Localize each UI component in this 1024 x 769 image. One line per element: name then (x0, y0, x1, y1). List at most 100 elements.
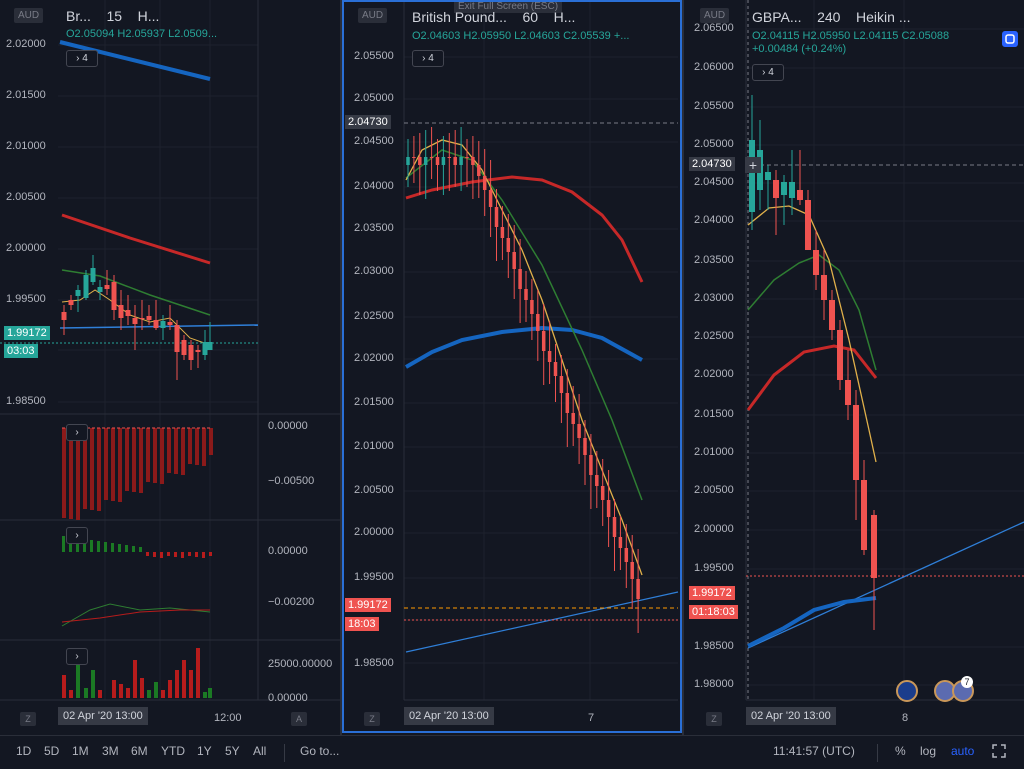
left-chart-canvas[interactable] (0, 0, 340, 735)
range-all[interactable]: All (253, 744, 267, 758)
range-1d[interactable]: 1D (16, 744, 32, 758)
price-axis-tick: 2.02500 (354, 310, 394, 322)
price-axis-tick: 1.98500 (6, 395, 46, 407)
panel-divider (340, 0, 342, 735)
osc2-bar (90, 540, 93, 552)
osc2-bar (202, 552, 205, 558)
oscillator1-toggle[interactable]: › (66, 424, 88, 441)
symbol-title[interactable]: GBPA... 240 Heikin ... (752, 9, 911, 25)
price-axis-tick: 2.06000 (694, 61, 734, 73)
volume-tick: 25000.00000 (268, 658, 333, 670)
candle-body (435, 157, 440, 165)
goto-button[interactable]: Go to... (300, 744, 340, 758)
price-axis-tick: 1.98500 (694, 640, 734, 652)
candle-body (821, 275, 827, 300)
osc2-bar (69, 537, 72, 552)
indicators-toggle[interactable]: › 4 (752, 64, 784, 81)
timezone-button[interactable]: Z (20, 712, 36, 726)
fullscreen-icon[interactable] (992, 744, 1006, 758)
volume-bar (69, 690, 73, 698)
range-1m[interactable]: 1M (72, 744, 89, 758)
chart-type-label[interactable]: H... (137, 8, 160, 24)
candle-body (789, 182, 795, 198)
auto-scale-button[interactable]: A (291, 712, 307, 726)
ohlc-values: O2.04603 H2.05950 L2.04603 C2.05539 +... (412, 30, 630, 42)
candle-body (749, 140, 755, 212)
osc2-bar (153, 552, 156, 557)
interval-label[interactable]: 240 (817, 9, 841, 25)
flag-au-icon[interactable] (896, 680, 918, 702)
currency-badge: AUD (14, 8, 44, 23)
candle-body (132, 318, 138, 324)
candle-body (506, 238, 511, 252)
ma-line-red (746, 344, 878, 411)
price-axis-tick: 2.04500 (694, 176, 734, 188)
interval-label[interactable]: 15 (106, 8, 123, 24)
right-chart-panel[interactable]: AUD GBPA... 240 Heikin ... O2.04115 H2.0… (684, 0, 1024, 735)
candle-body (459, 157, 463, 165)
right-chart-canvas[interactable] (684, 0, 1024, 735)
candle-body (412, 157, 416, 158)
candle-body (853, 405, 859, 480)
volume-toggle[interactable]: › (66, 648, 88, 665)
range-5d[interactable]: 5D (44, 744, 60, 758)
candle-body (494, 207, 499, 227)
timezone-button[interactable]: Z (364, 712, 380, 726)
symbol-name[interactable]: Br... (66, 8, 91, 24)
price-axis-tick: 2.05500 (694, 100, 734, 112)
chart-type-label[interactable]: H... (553, 9, 576, 25)
price-axis-tick: 1.99500 (6, 293, 46, 305)
middle-chart-canvas[interactable] (342, 0, 682, 735)
toolbar-divider (284, 744, 285, 762)
ma-line-yellow (747, 205, 877, 463)
candle-body (565, 393, 570, 413)
volume-bar (196, 648, 200, 698)
price-axis-tick: 2.00500 (354, 484, 394, 496)
price-axis-tick: 2.00500 (694, 484, 734, 496)
oscillator2-toggle[interactable]: › (66, 527, 88, 544)
left-chart-panel[interactable]: AUD Br... 15 H... O2.05094 H2.05937 L2.0… (0, 0, 340, 735)
candle-body (429, 157, 434, 158)
range-ytd[interactable]: YTD (161, 744, 185, 758)
candle-body (559, 376, 564, 393)
timezone-button[interactable]: Z (706, 712, 722, 726)
candle-body (174, 325, 180, 352)
candle-body (90, 268, 96, 282)
range-5y[interactable]: 5Y (225, 744, 240, 758)
chart-type-label[interactable]: Heikin ... (856, 9, 911, 25)
symbol-name[interactable]: GBPA... (752, 9, 802, 25)
osc2-bar (174, 552, 177, 557)
trend-line (59, 324, 259, 329)
volume-bar (119, 684, 123, 698)
candle-body (600, 486, 605, 500)
osc-bar (202, 428, 206, 466)
candle-body (202, 342, 208, 355)
add-plus-icon[interactable]: + (745, 157, 761, 173)
auto-toggle[interactable]: auto (951, 744, 975, 758)
candle-body (160, 321, 166, 328)
range-6m[interactable]: 6M (131, 744, 148, 758)
osc2-bar (125, 545, 128, 552)
range-3m[interactable]: 3M (102, 744, 119, 758)
candle-body (512, 252, 516, 269)
indicators-toggle[interactable]: › 4 (412, 50, 444, 67)
percent-toggle[interactable]: % (895, 744, 906, 758)
price-axis-tick: 2.05000 (354, 92, 394, 104)
candle-body (181, 340, 187, 355)
range-1y[interactable]: 1Y (197, 744, 212, 758)
candle-body (577, 424, 581, 438)
log-toggle[interactable]: log (920, 744, 937, 758)
bar-countdown: 03:03 (4, 344, 38, 358)
interval-label[interactable]: 60 (522, 9, 539, 25)
sync-icon[interactable] (1002, 31, 1018, 47)
symbol-title[interactable]: British Pound... 60 H... (412, 9, 575, 25)
symbol-title[interactable]: Br... 15 H... (66, 8, 159, 24)
symbol-name[interactable]: British Pound... (412, 9, 507, 25)
clock-label[interactable]: 11:41:57 (UTC) (773, 744, 855, 758)
bar-countdown: 01:18:03 (689, 605, 738, 619)
price-axis-tick: 1.98000 (694, 678, 734, 690)
middle-chart-panel[interactable]: AUD Exit Full Screen (ESC) British Pound… (342, 0, 682, 735)
osc-bar (90, 428, 94, 510)
indicators-toggle[interactable]: › 4 (66, 50, 98, 67)
osc2-bar (195, 552, 198, 557)
